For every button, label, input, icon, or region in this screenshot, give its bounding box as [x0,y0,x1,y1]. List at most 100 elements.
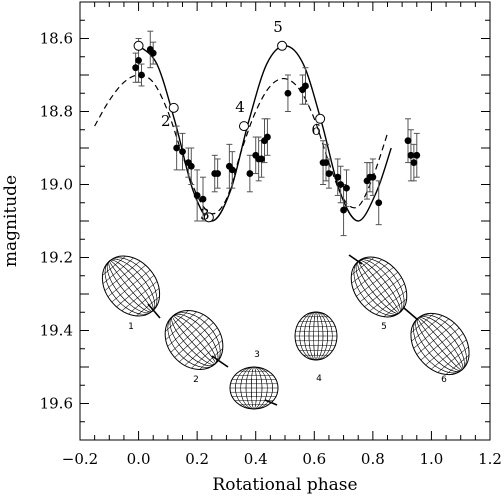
data-point [302,82,309,90]
shape-grid-line [104,260,141,291]
shape-grid-line [359,272,399,302]
data-point [337,181,345,188]
shape-inset-2 [164,310,224,370]
shape-grid-line [353,262,389,291]
shape-grid-line [191,340,223,369]
y-axis-label: magnitude [1,175,21,267]
model-point [203,212,214,223]
y-tick-label: 18.6 [40,30,73,48]
y-tick-labels: 18.6 18.8 19.0 19.2 19.4 19.6 [40,30,73,413]
shape-grid-line [425,333,464,366]
x-tick-label: 0.4 [244,450,268,468]
x-tick-label: 1.0 [419,450,443,468]
solid-model-curve [138,45,392,222]
data-point [284,89,292,97]
model-point-label: 6 [311,121,321,139]
shape-grid-line [416,322,455,355]
shape-grid-line [411,315,443,342]
shape-grid-line [383,298,407,317]
shape-grid-line [136,296,160,317]
shape-grid-line [165,311,197,340]
shape-inset-label: 2 [193,375,199,385]
observation-points [132,46,421,214]
data-point [149,49,157,57]
shape-inset-label: 5 [381,322,387,332]
model-point-label: 4 [235,98,245,116]
x-tick-label: −0.2 [62,450,98,468]
shape-grid-line [116,275,155,307]
spin-axis [348,254,363,265]
shape-grid-line [364,277,402,307]
shape-grid-line [369,283,405,312]
x-tick-label: 0.8 [361,450,385,468]
x-tick-label: 1.2 [478,450,502,468]
data-point [193,192,201,199]
x-tick-label: 0.6 [302,450,326,468]
data-point [179,148,186,156]
shape-grid-line [410,313,435,333]
shape-grid-line [351,257,375,276]
y-tick-label: 19.0 [40,176,73,194]
shape-grid-line [128,288,160,315]
data-point [173,144,181,152]
data-point [246,170,254,177]
data-point [214,170,222,177]
shape-grid-line [121,281,158,312]
shape-inset-label: 6 [441,375,447,385]
shape-grid-line [375,290,407,315]
shape-inset-label: 3 [254,350,260,360]
shape-grid-line [437,346,469,373]
data-point [135,57,142,64]
shape-inset-1 [101,255,161,317]
shape-inset-6 [410,312,470,376]
shape-grid-meridian [299,311,333,361]
shape-grid-line [170,318,209,353]
shape-grid-line [420,327,460,361]
axis-ticks [79,1,491,441]
data-point [407,151,415,159]
shape-grid-meridian [413,314,467,374]
data-point [228,166,236,174]
model-point [239,121,249,132]
model-point [168,102,179,113]
data-point [199,195,207,203]
shape-grid-line [165,310,189,332]
shape-grid-meridian [235,366,273,410]
model-point [315,113,326,124]
model-point [277,40,288,51]
x-tick-labels: −0.2 0.0 0.2 0.4 0.6 0.8 1.0 1.2 [62,450,502,468]
shape-grid-line [107,265,146,297]
data-point [375,199,383,207]
data-point [404,137,412,145]
shape-grid-line [167,314,204,347]
spin-axis [147,303,161,319]
shape-inset-4 [294,311,338,361]
model-point-label: 2 [161,112,171,130]
shape-grid-line [111,269,151,303]
data-point [334,173,342,181]
data-point [187,162,195,170]
data-point [325,170,333,177]
model-point-label: 3 [200,205,210,223]
shape-grid-meridian [167,312,221,368]
shape-grid-line [413,318,449,349]
shape-grid-line [445,355,470,375]
x-tick-label: 0.2 [185,450,209,468]
data-point [138,71,145,79]
shape-inset-5 [350,256,408,318]
spin-axis [211,355,229,368]
data-point [369,173,377,181]
shape-grid-line [102,257,134,284]
shape-inset-label: 4 [316,374,322,384]
shape-grid-line [179,327,218,362]
model-point-label: 5 [273,18,283,36]
shape-grid-line [174,322,214,358]
shape-grid-line [184,333,221,366]
spin-axis [403,307,419,321]
x-tick-label: 0.0 [127,450,151,468]
spin-axis [264,399,278,406]
data-point [258,155,265,163]
shape-grid-line [356,267,394,297]
model-point [133,40,144,51]
